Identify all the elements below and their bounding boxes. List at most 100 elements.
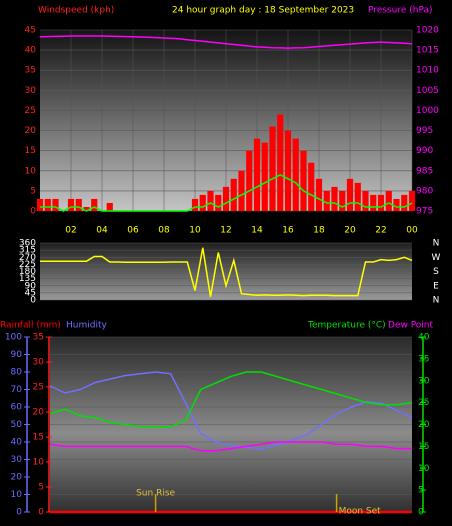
y-tick-label: 15 (25, 146, 36, 156)
y2-tick-label: N (433, 296, 440, 306)
y-tick-label: 40 (11, 438, 23, 448)
y-tick-label: 90 (25, 281, 37, 291)
y-tick-label: 45 (25, 26, 36, 36)
bar (215, 194, 222, 211)
series-line (49, 441, 412, 452)
y-tick-label: 30 (11, 455, 23, 465)
bar (106, 202, 113, 211)
legend-entry: Dew Point (388, 321, 434, 331)
y3-tick-label: 15 (33, 433, 44, 443)
y-tick-label: 0 (30, 207, 36, 217)
y2-tick-label: W (432, 253, 441, 263)
series-line (39, 35, 413, 49)
bar (408, 190, 416, 211)
y3-tick-label: 5 (38, 483, 44, 493)
y-tick-label: 270 (19, 253, 36, 263)
x-tick-label: 00 (406, 226, 418, 236)
bar (362, 190, 369, 211)
y-tick-label: 5 (30, 186, 36, 196)
y-tick-label: 10 (11, 490, 23, 500)
y-tick-label: 90 (11, 350, 23, 360)
bar (199, 194, 206, 211)
title: 24 hour graph day : 18 September 2023 (172, 6, 354, 16)
y3-tick-label: 35 (33, 333, 44, 343)
y2-tick-label: N (433, 239, 440, 249)
y3-tick-label: 0 (38, 508, 44, 518)
y-tick-label: 100 (5, 333, 22, 343)
y-tick-label: 360 (19, 239, 36, 249)
bar (292, 138, 299, 211)
x-tick-label: 12 (220, 226, 231, 236)
x-tick-label: 10 (189, 226, 201, 236)
bar (36, 198, 44, 211)
y-tick-label: 225 (19, 260, 36, 270)
y2-tick-label: S (433, 267, 439, 277)
bar (230, 178, 237, 211)
y-tick-label: 40 (25, 46, 37, 56)
x-tick-label: 16 (282, 226, 294, 236)
series-line (40, 247, 413, 297)
y-tick-label: 25 (25, 106, 36, 116)
bar (222, 186, 230, 211)
bar (269, 126, 276, 211)
bar (385, 190, 392, 211)
x-tick-label: 02 (65, 226, 76, 236)
y-tick-label: 60 (11, 403, 23, 413)
bar (246, 150, 253, 211)
y3-tick-label: 10 (33, 458, 45, 468)
y-tick-label: 10 (25, 166, 37, 176)
bar (67, 198, 75, 211)
y3-tick-label: 20 (33, 408, 45, 418)
bar (323, 190, 330, 211)
y-tick-label: 20 (11, 473, 23, 483)
y-label: Windspeed (kph) (38, 6, 114, 16)
y2-tick-label: 1005 (416, 86, 439, 96)
y2-tick-label: 990 (416, 146, 433, 156)
bar (44, 198, 51, 211)
y2-tick-label: 1010 (416, 66, 439, 76)
series-line (49, 371, 413, 428)
bar (339, 190, 346, 211)
event-label: Sun Rise (136, 489, 175, 499)
y2-tick-label: 995 (416, 126, 433, 136)
y2-label: Pressure (hPa) (368, 6, 433, 16)
bar (346, 178, 354, 211)
series-line (49, 371, 413, 450)
legend-entry: Humidity (66, 321, 107, 331)
legend-entry: Rainfall (mm) (0, 321, 61, 331)
bar (191, 198, 199, 211)
y-tick-label: 20 (25, 126, 37, 136)
bar (377, 194, 385, 211)
y-tick-label: 135 (19, 274, 36, 284)
x-tick-label: 06 (127, 226, 139, 236)
x-tick-label: 04 (96, 226, 108, 236)
bar (300, 150, 307, 211)
bar (308, 162, 315, 211)
bar (393, 198, 400, 211)
y-tick-label: 315 (19, 246, 36, 256)
x-tick-label: 14 (251, 226, 263, 236)
y-tick-label: 180 (19, 267, 36, 277)
bar (253, 138, 261, 211)
event-label: Moon Set (339, 507, 382, 517)
bar (52, 198, 59, 211)
y2-tick-label: 985 (416, 166, 433, 176)
bar (91, 198, 98, 211)
bar (370, 194, 377, 211)
bar (315, 178, 323, 211)
bar (354, 182, 361, 211)
bar (401, 194, 408, 211)
y3-tick-label: 30 (33, 358, 45, 368)
y-tick-label: 70 (11, 385, 23, 395)
bar (277, 114, 284, 211)
x-tick-label: 20 (344, 226, 356, 236)
y-tick-label: 45 (25, 288, 36, 298)
y-tick-label: 35 (25, 66, 36, 76)
legend-entry: Temperature (°C) (307, 321, 386, 331)
y2-tick-label: 1015 (416, 46, 439, 56)
y2-tick-label: 1020 (416, 26, 439, 36)
y2-tick-label: 980 (416, 186, 433, 196)
x-tick-label: 08 (158, 226, 170, 236)
y2-tick-label: E (433, 281, 439, 291)
